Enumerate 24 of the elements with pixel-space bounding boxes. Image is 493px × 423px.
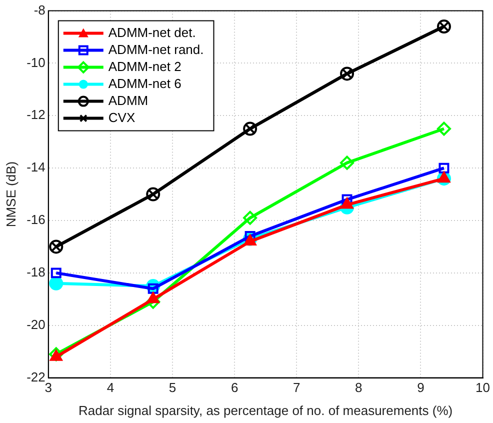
y-tick-label: -18 — [26, 264, 46, 280]
legend-label: ADMM-net 2 — [108, 58, 182, 74]
y-tick-label: -8 — [34, 2, 46, 18]
y-tick-label: -10 — [26, 54, 46, 70]
x-tick-label: 9 — [417, 380, 424, 396]
x-tick-label: 8 — [355, 380, 362, 396]
x-tick-label: 6 — [230, 380, 238, 396]
legend-label: ADMM-net 6 — [108, 76, 182, 91]
legend-label: ADMM-net rand. — [108, 42, 204, 57]
x-tick-label: 4 — [106, 380, 114, 396]
y-axis-title: NMSE (dB) — [3, 161, 18, 228]
x-tick-label: 10 — [476, 380, 490, 396]
legend-label: ADMM-net det. — [108, 24, 196, 40]
x-tick-label: 3 — [44, 380, 52, 396]
x-axis-title: Radar signal sparsity, as percentage of no. of measurements (%) — [78, 402, 453, 418]
y-tick-label: -14 — [26, 160, 46, 175]
legend-label: CVX — [108, 110, 136, 125]
y-tick-label: -20 — [26, 316, 46, 332]
x-tick-label: 5 — [168, 380, 176, 396]
legend-label: ADMM — [108, 92, 148, 108]
x-tick-label: 7 — [292, 380, 300, 396]
y-tick-label: -12 — [26, 107, 46, 122]
y-tick-label: -22 — [26, 369, 46, 384]
y-tick-label: -16 — [26, 212, 46, 228]
